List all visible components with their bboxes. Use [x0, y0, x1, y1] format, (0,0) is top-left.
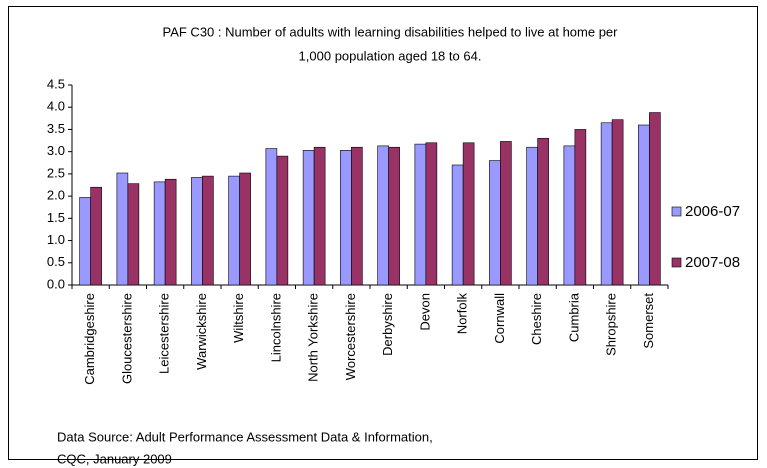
y-tick-label: 2.0	[47, 188, 65, 203]
x-tick-label: Worcestershire	[343, 293, 358, 380]
bar	[563, 145, 576, 286]
bar	[228, 175, 240, 286]
x-tick-label: Lincolnshire	[268, 293, 283, 362]
bar	[526, 146, 538, 286]
source-note: Data Source: Adult Performance Assessmen…	[57, 429, 433, 444]
x-tick-label: North Yorkshire	[306, 293, 321, 382]
x-tick-label: Somerset	[641, 293, 656, 349]
y-tick-label: 2.5	[47, 165, 65, 180]
y-tick-label: 0.0	[47, 276, 65, 291]
x-tick-label: Norfolk	[455, 293, 470, 335]
bar	[388, 146, 400, 286]
chart-title: PAF C30 : Number of adults with learning…	[163, 24, 619, 39]
x-tick-label: Cambridgeshire	[82, 293, 97, 385]
bar	[489, 160, 501, 286]
bar	[351, 146, 363, 286]
bar	[127, 183, 140, 286]
bar	[276, 155, 289, 286]
bar	[90, 186, 102, 286]
x-tick-label: Warwickshire	[194, 293, 209, 370]
x-tick-label: Cumbria	[566, 292, 581, 342]
legend-label: 2006-07	[685, 203, 740, 220]
bar	[202, 175, 214, 286]
bar	[600, 122, 613, 286]
bar	[79, 197, 91, 286]
x-tick-label: Devon	[417, 293, 432, 331]
source-note: CQC, January 2009	[57, 451, 172, 466]
bar	[191, 177, 203, 286]
x-tick-label: Derbyshire	[380, 293, 395, 356]
legend-swatch	[671, 206, 682, 217]
legend-label: 2007-08	[685, 254, 740, 271]
bar	[265, 148, 278, 286]
bar	[164, 178, 177, 286]
y-tick-label: 4.0	[47, 99, 65, 114]
chart-title: 1,000 population aged 18 to 64.	[299, 48, 482, 63]
x-tick-label: Gloucestershire	[119, 293, 134, 384]
bar	[462, 142, 475, 286]
bar	[574, 129, 587, 286]
y-tick-label: 3.5	[47, 121, 65, 136]
bar	[611, 119, 624, 286]
bar	[425, 142, 438, 286]
bar	[153, 181, 166, 286]
bar	[239, 172, 251, 286]
x-tick-label: Cheshire	[529, 293, 544, 345]
x-tick-label: Shropshire	[604, 293, 619, 356]
y-tick-label: 3.0	[47, 143, 65, 158]
bar	[414, 143, 427, 286]
bar	[638, 124, 650, 286]
y-tick-label: 4.5	[47, 76, 65, 91]
bar	[649, 112, 661, 286]
bar	[500, 141, 512, 286]
bar	[451, 164, 464, 286]
bar	[340, 150, 352, 286]
bar	[116, 172, 129, 286]
y-tick-label: 1.5	[47, 210, 65, 225]
x-tick-label: Leicestershire	[157, 293, 172, 374]
y-tick-label: 1.0	[47, 232, 65, 247]
x-tick-label: Wiltshire	[231, 293, 246, 343]
y-tick-label: 0.5	[47, 254, 65, 269]
legend-swatch	[671, 257, 682, 268]
bar	[313, 146, 326, 286]
bar	[537, 138, 549, 286]
bar	[302, 150, 315, 286]
bar	[377, 145, 389, 286]
x-tick-label: Cornwall	[492, 293, 507, 344]
